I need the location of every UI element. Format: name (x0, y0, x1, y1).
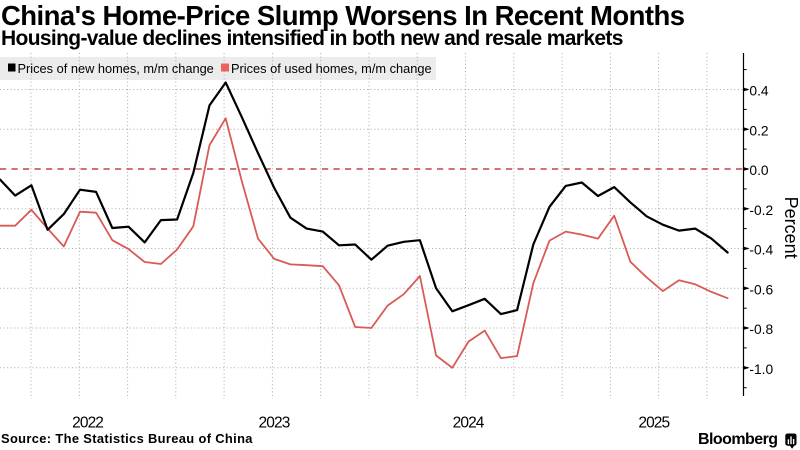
svg-text:2022: 2022 (72, 415, 103, 432)
svg-text:-1.0: -1.0 (749, 362, 773, 377)
svg-text:2025: 2025 (638, 415, 669, 432)
svg-text:0.0: 0.0 (749, 163, 769, 178)
svg-text:0.4: 0.4 (749, 84, 769, 99)
svg-text:2024: 2024 (453, 415, 485, 432)
svg-text:Percent: Percent (781, 197, 800, 259)
svg-text:-0.4: -0.4 (749, 243, 773, 258)
svg-text:0.2: 0.2 (749, 123, 768, 138)
svg-text:Prices of new homes, m/m chang: Prices of new homes, m/m change (18, 61, 214, 76)
svg-text:-0.8: -0.8 (749, 322, 773, 337)
svg-text:-0.2: -0.2 (749, 203, 773, 218)
svg-text:2023: 2023 (259, 415, 290, 432)
svg-text:Prices of used homes, m/m chan: Prices of used homes, m/m change (231, 61, 432, 76)
svg-text:-0.6: -0.6 (749, 282, 773, 297)
